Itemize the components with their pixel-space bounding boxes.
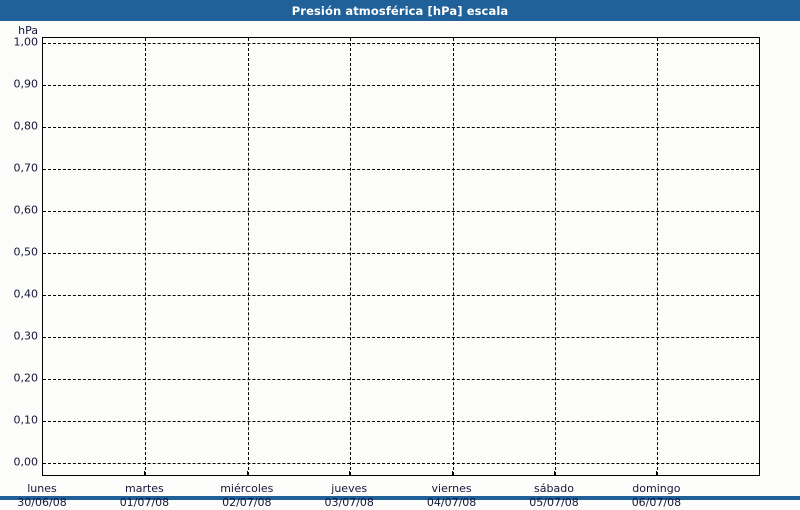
gridline-vertical <box>247 38 249 475</box>
y-axis-tick-label: 0,40 <box>13 287 39 301</box>
x-axis-day-name: jueves <box>331 482 368 495</box>
x-axis-date: 02/07/08 <box>222 496 272 509</box>
x-axis-day-name: martes <box>124 482 164 495</box>
gridline-vertical <box>350 38 352 475</box>
x-axis-date: 06/07/08 <box>631 496 682 509</box>
x-axis-tick-label: sábado 05/07/08 <box>529 482 578 510</box>
gridline-horizontal <box>43 211 759 212</box>
x-axis-tick-label: martes 01/07/08 <box>120 482 169 510</box>
x-axis-tick-label: lunes 30/06/08 <box>17 482 66 510</box>
gridline-vertical <box>657 38 659 475</box>
gridline-horizontal <box>43 463 759 464</box>
y-axis-tick-label: 1,00 <box>13 35 39 49</box>
page-title: Presión atmosférica [hPa] escala <box>291 3 509 18</box>
x-axis-tick-label: miércoles 02/07/08 <box>220 482 273 510</box>
x-axis-date: 03/07/08 <box>324 496 374 509</box>
gridline-horizontal <box>43 379 759 380</box>
gridline-vertical <box>452 38 454 475</box>
gridline-horizontal <box>43 295 759 296</box>
gridline-horizontal <box>43 253 759 254</box>
x-axis-day-name: viernes <box>431 482 472 495</box>
x-axis-tick-mark <box>246 471 248 476</box>
gridline-horizontal <box>43 85 759 86</box>
plot-frame <box>42 37 760 476</box>
x-axis-date: 01/07/08 <box>119 496 170 509</box>
y-axis-tick-label: 0,00 <box>13 455 39 469</box>
x-axis-day-name: sábado <box>534 482 574 495</box>
x-axis-tick-mark <box>144 471 146 476</box>
gridline-horizontal <box>43 421 759 422</box>
x-axis-date: 30/06/08 <box>17 496 67 509</box>
x-axis-tick-mark <box>349 471 351 476</box>
y-axis-tick-label: 0,90 <box>13 77 39 91</box>
y-axis-unit-label: hPa <box>18 24 38 37</box>
y-axis-tick-label: 0,50 <box>13 245 39 259</box>
x-axis-tick-mark <box>554 471 555 476</box>
x-axis-date: 04/07/08 <box>426 496 477 509</box>
gridline-horizontal <box>43 43 759 44</box>
x-axis-date: 05/07/08 <box>529 496 579 509</box>
gridline-horizontal <box>43 127 759 128</box>
x-axis-day-name: miércoles <box>220 482 274 495</box>
y-axis-tick-label: 0,10 <box>13 413 39 427</box>
y-axis-tick-label: 0,20 <box>13 371 39 385</box>
gridline-vertical <box>145 38 147 475</box>
y-axis-tick-label: 0,80 <box>13 119 39 133</box>
y-axis-tick-label: 0,70 <box>13 161 39 175</box>
y-axis-tick-label: 0,30 <box>13 329 39 343</box>
x-axis-tick-label: viernes 04/07/08 <box>427 482 476 510</box>
gridline-vertical <box>555 38 556 475</box>
x-axis-tick-label: jueves 03/07/08 <box>324 482 373 510</box>
gridline-horizontal <box>43 169 759 170</box>
gridlines <box>43 38 759 475</box>
chart-canvas: hPa 1,00 0,90 0,80 0,70 0,60 0,50 0,40 0,30 0,20… <box>0 21 800 509</box>
x-axis-tick-mark <box>656 471 658 476</box>
y-axis-tick-label: 0,60 <box>13 203 39 217</box>
x-axis-day-name: domingo <box>632 482 681 495</box>
x-axis-day-name: lunes <box>27 482 57 495</box>
x-axis-tick-label: domingo 06/07/08 <box>632 482 681 510</box>
x-axis-tick-mark <box>451 471 453 476</box>
window-titlebar: Presión atmosférica [hPa] escala <box>0 0 800 21</box>
gridline-horizontal <box>43 337 759 338</box>
